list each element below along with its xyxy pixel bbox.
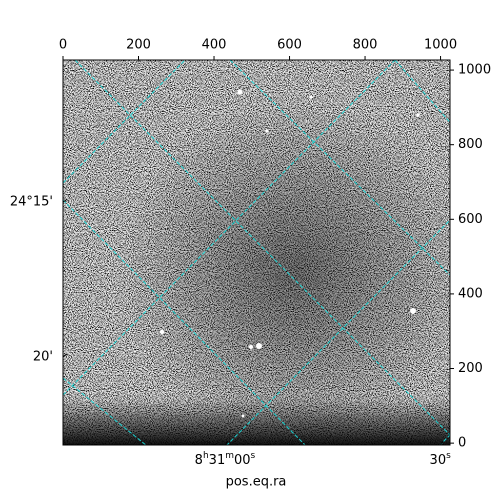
wcs-grid-line bbox=[439, 434, 450, 445]
wcs-grid bbox=[63, 60, 450, 445]
wcs-grid-line bbox=[229, 60, 450, 276]
x-tick-label: 800 bbox=[353, 38, 378, 53]
wcs-grid-line bbox=[63, 60, 186, 184]
x-tick-label: 0 bbox=[59, 38, 67, 53]
wcs-grid-line bbox=[63, 60, 396, 396]
x-tick-label: 600 bbox=[277, 38, 302, 53]
ra-tick bbox=[439, 440, 444, 446]
wcs-grid-line bbox=[226, 219, 450, 445]
y-tick-label: 600 bbox=[458, 212, 483, 227]
sky-image bbox=[63, 60, 450, 445]
ra-tick bbox=[224, 440, 229, 446]
y-tick-label: 400 bbox=[458, 286, 483, 301]
y-tick-label: 1000 bbox=[458, 63, 491, 78]
x-tick-label: 1000 bbox=[424, 38, 457, 53]
dec-tick bbox=[62, 353, 68, 358]
ra-tick-label: 8h31m00s bbox=[195, 451, 256, 468]
wcs-grid-line bbox=[74, 60, 450, 436]
ra-tick-label: 30s bbox=[430, 451, 452, 468]
y-tick-label: 800 bbox=[458, 137, 483, 152]
x-axis-label: pos.eq.ra bbox=[226, 475, 287, 490]
dec-tick bbox=[62, 198, 68, 203]
x-tick-label: 400 bbox=[202, 38, 227, 53]
wcs-grid-line bbox=[63, 199, 306, 445]
dec-tick-label: 24°15' bbox=[10, 195, 53, 210]
x-tick-label: 200 bbox=[126, 38, 151, 53]
dec-tick-label: 20' bbox=[33, 349, 53, 364]
wcs-grid-line bbox=[394, 60, 450, 124]
wcs-grid-line bbox=[63, 377, 147, 445]
y-tick-label: 200 bbox=[458, 361, 483, 376]
y-tick-label: 0 bbox=[458, 436, 466, 451]
frame bbox=[62, 59, 451, 446]
